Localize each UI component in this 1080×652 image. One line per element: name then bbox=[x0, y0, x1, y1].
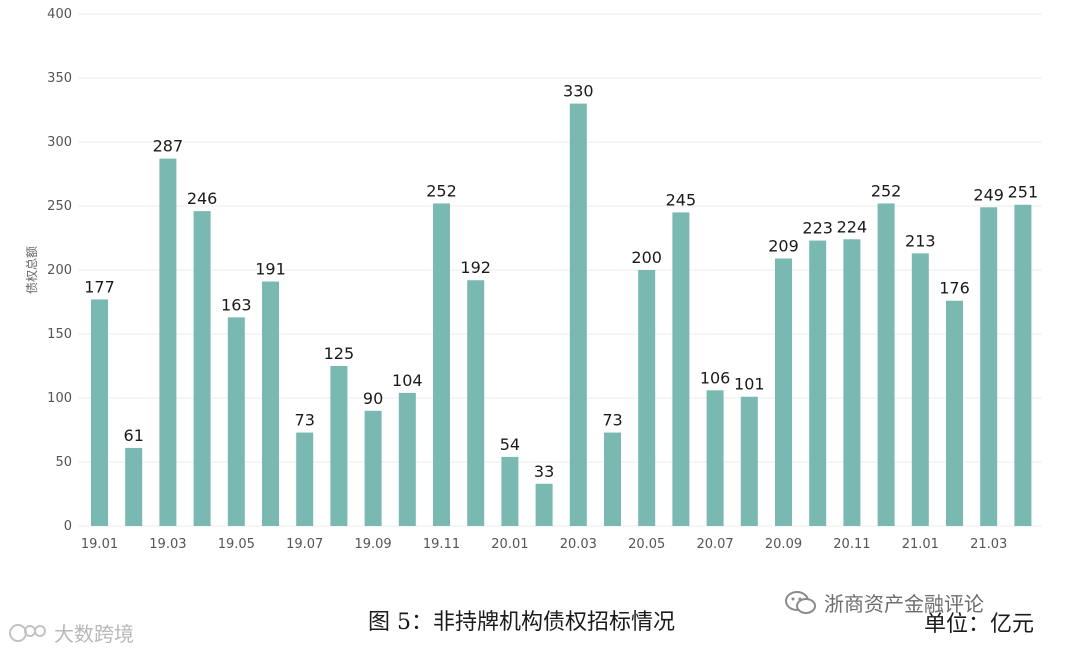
y-tick-label: 150 bbox=[47, 327, 72, 342]
bar-19.05 bbox=[227, 317, 245, 526]
data-label: 249 bbox=[973, 185, 1004, 204]
bar-20.03 bbox=[569, 103, 587, 526]
bars bbox=[91, 103, 1032, 527]
data-label: 191 bbox=[255, 260, 286, 279]
data-label: 90 bbox=[363, 389, 383, 408]
data-label: 104 bbox=[392, 371, 423, 390]
bar-21.01 bbox=[911, 253, 929, 527]
watermark-left-text: 大数跨境 bbox=[54, 622, 134, 646]
bar-20.09 bbox=[775, 258, 792, 526]
x-tick-label: 20.09 bbox=[765, 537, 802, 552]
grid-lines bbox=[78, 13, 1042, 527]
x-tick-label: 20.07 bbox=[696, 537, 733, 552]
bar-21.04 bbox=[1014, 204, 1032, 526]
data-label: 61 bbox=[124, 426, 144, 445]
bar-21.02 bbox=[946, 300, 963, 526]
data-label: 213 bbox=[905, 231, 936, 250]
bar-19.01 bbox=[91, 299, 108, 526]
data-label: 33 bbox=[534, 462, 554, 481]
data-label: 192 bbox=[460, 258, 491, 277]
bar-20.05 bbox=[638, 270, 656, 526]
data-label: 106 bbox=[700, 368, 731, 387]
x-tick-label: 21.03 bbox=[970, 537, 1007, 552]
data-label: 224 bbox=[837, 217, 868, 236]
bar-20.10 bbox=[809, 240, 827, 526]
x-tick-label: 19.03 bbox=[149, 537, 186, 552]
bar-19.06 bbox=[262, 281, 279, 526]
y-axis-ticks: 0 50 100 150 200 250 300 350 400 bbox=[47, 7, 72, 534]
bar-20.07 bbox=[706, 390, 724, 526]
x-tick-label: 19.11 bbox=[423, 537, 460, 552]
data-label: 73 bbox=[295, 411, 315, 430]
data-label: 287 bbox=[153, 137, 184, 156]
data-label: 177 bbox=[84, 277, 115, 296]
data-label: 209 bbox=[768, 236, 799, 255]
x-tick-label: 19.01 bbox=[81, 537, 118, 552]
bar-19.07 bbox=[296, 432, 314, 526]
bar-19.12 bbox=[467, 280, 485, 526]
x-tick-label: 20.01 bbox=[491, 537, 528, 552]
wechat-icon bbox=[785, 590, 816, 614]
bar-19.08 bbox=[330, 366, 348, 526]
y-axis-label: 债权总额 bbox=[25, 246, 39, 294]
logo-icon bbox=[9, 623, 46, 642]
data-label: 200 bbox=[631, 248, 662, 267]
data-label: 73 bbox=[602, 411, 622, 430]
data-label: 252 bbox=[426, 181, 457, 200]
data-label: 223 bbox=[802, 219, 833, 238]
y-tick-label: 300 bbox=[47, 135, 72, 150]
watermark-right-text: 浙商资产金融评论 bbox=[824, 592, 984, 616]
figure-caption: 图 5：非持牌机构债权招标情况 bbox=[368, 610, 675, 635]
bar-19.09 bbox=[364, 410, 382, 526]
bar-19.10 bbox=[398, 392, 416, 526]
data-label: 125 bbox=[324, 344, 355, 363]
x-tick-label: 21.01 bbox=[902, 537, 939, 552]
bar-20.08 bbox=[740, 396, 758, 526]
bar-19.11 bbox=[433, 203, 450, 526]
watermark-left: 大数跨境 bbox=[8, 618, 134, 647]
bar-20.01 bbox=[501, 456, 519, 526]
bar-21.03 bbox=[980, 207, 998, 526]
bar-20.06 bbox=[672, 212, 690, 526]
data-label: 176 bbox=[939, 279, 970, 298]
x-tick-label: 20.05 bbox=[628, 537, 665, 552]
y-tick-label: 400 bbox=[47, 7, 72, 22]
bar-20.12 bbox=[877, 203, 895, 526]
x-tick-label: 20.03 bbox=[560, 537, 597, 552]
data-label: 163 bbox=[221, 295, 252, 314]
data-label: 101 bbox=[734, 375, 765, 394]
y-tick-label: 100 bbox=[47, 391, 72, 406]
y-tick-label: 250 bbox=[47, 199, 72, 214]
bar-19.04 bbox=[193, 211, 211, 526]
data-label: 245 bbox=[666, 190, 697, 209]
bar-20.02 bbox=[535, 483, 553, 526]
y-tick-label: 50 bbox=[55, 455, 72, 470]
x-tick-label: 19.09 bbox=[354, 537, 391, 552]
x-tick-label: 20.11 bbox=[833, 537, 870, 552]
x-tick-label: 19.07 bbox=[286, 537, 323, 552]
unit-label: 单位：亿元 bbox=[924, 612, 1035, 637]
bar-20.11 bbox=[843, 239, 861, 526]
data-label: 330 bbox=[563, 82, 594, 101]
data-label: 246 bbox=[187, 189, 218, 208]
watermark-right: 浙商资产金融评论 bbox=[784, 588, 984, 617]
y-tick-label: 0 bbox=[64, 519, 72, 534]
data-label: 54 bbox=[500, 435, 520, 454]
x-tick-label: 19.05 bbox=[218, 537, 255, 552]
x-axis-ticks: 19.01 19.03 19.05 19.07 19.09 19.11 20.01 20.03… bbox=[81, 537, 1007, 552]
bar-19.03 bbox=[159, 158, 177, 526]
y-tick-label: 200 bbox=[47, 263, 72, 278]
bar-20.04 bbox=[604, 432, 621, 526]
data-label: 252 bbox=[871, 181, 902, 200]
y-tick-label: 350 bbox=[47, 71, 72, 86]
bar-19.02 bbox=[125, 447, 143, 526]
data-label: 251 bbox=[1008, 183, 1039, 202]
